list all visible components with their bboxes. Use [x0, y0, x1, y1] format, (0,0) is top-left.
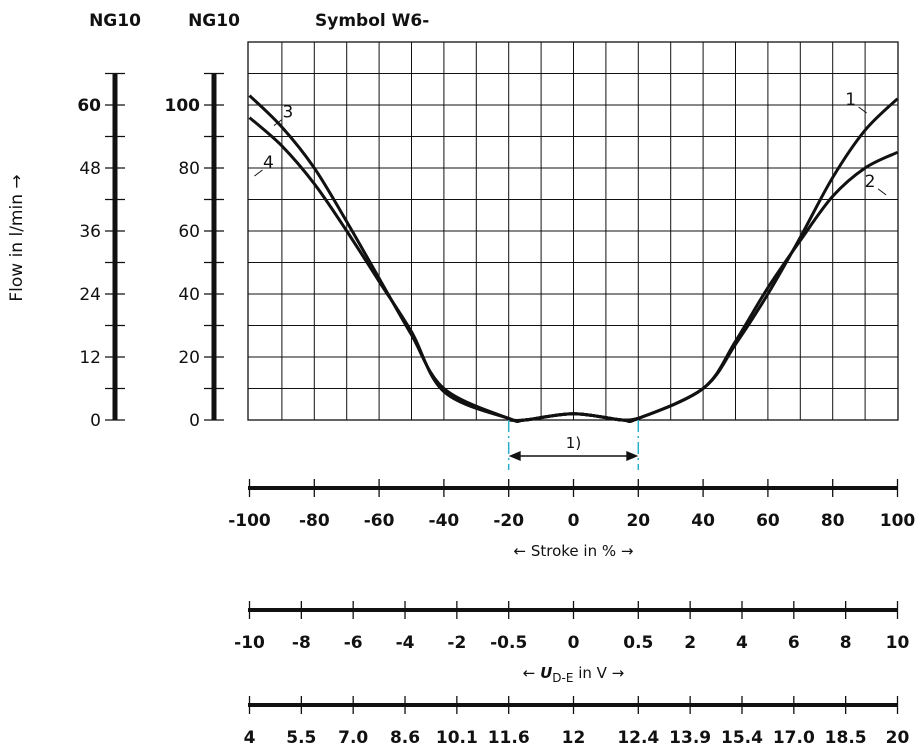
annotation-label: 1) [566, 434, 581, 452]
series-label-leader [254, 169, 263, 177]
scale-label: -0.5 [490, 633, 527, 653]
scale-label: -4 [396, 633, 415, 653]
axis-tick-label: 80 [178, 159, 200, 179]
caption-unit: in V → [573, 664, 624, 682]
scale-label: 10.1 [436, 728, 478, 748]
scale-label: 40 [691, 511, 715, 531]
series-label-leader [273, 119, 283, 126]
axis-tick-label: 40 [178, 285, 200, 305]
scale-label: 0 [568, 633, 580, 653]
axis-header: NG10 [89, 11, 141, 31]
scale-label: 2 [684, 633, 696, 653]
scale-label: 20 [626, 511, 650, 531]
series-label: 1 [845, 90, 856, 110]
scale-label: -8 [292, 633, 311, 653]
scale-label: 5.5 [286, 728, 316, 748]
scale-label: 8.6 [390, 728, 420, 748]
scale-label: 11.6 [488, 728, 530, 748]
scale-label: -100 [228, 511, 271, 531]
scale-label: -40 [429, 511, 460, 531]
axis-tick-label: 48 [79, 159, 101, 179]
scale-label: 15.4 [721, 728, 763, 748]
axis-tick-label: 0 [90, 411, 101, 431]
scale-label: 10 [886, 633, 910, 653]
scale-label: -60 [364, 511, 395, 531]
axis-tick-label: 0 [189, 411, 200, 431]
series-label-leader [877, 188, 887, 196]
axis-tick-label: 24 [79, 285, 101, 305]
y-axis-label: Flow in l/min → [7, 174, 27, 301]
scale-caption: ← UD-E in V → [523, 664, 625, 685]
scale-label: 17.0 [773, 728, 815, 748]
scale-label: 13.9 [669, 728, 711, 748]
scale-label: 8 [840, 633, 852, 653]
scale-label: 100 [880, 511, 916, 531]
axis-tick-label: 60 [77, 96, 101, 116]
chart-title: Symbol W6- [315, 11, 429, 31]
annotation-arrowhead [508, 451, 521, 461]
series-label: 3 [282, 103, 293, 123]
scale-label: 0 [568, 511, 580, 531]
scale-label: 12 [562, 728, 586, 748]
series-line-4 [248, 116, 639, 423]
scale-label: 12.4 [617, 728, 659, 748]
axis-tick-label: 12 [79, 348, 101, 368]
scale-label: -10 [234, 633, 265, 653]
axis-tick-label: 60 [178, 222, 200, 242]
series-label: 2 [865, 172, 876, 192]
scale-label: -20 [493, 511, 524, 531]
caption-subscript: D-E [552, 671, 573, 685]
scale-label: -80 [299, 511, 330, 531]
scale-label: -2 [447, 633, 466, 653]
scale-caption: ← Stroke in % → [514, 542, 634, 560]
scale-label: 4 [244, 728, 256, 748]
scale-label: -6 [344, 633, 363, 653]
scale-label: 18.5 [825, 728, 867, 748]
scale-label: 20 [886, 728, 910, 748]
axis-tick-label: 20 [178, 348, 200, 368]
scale-label: 80 [821, 511, 845, 531]
scale-label: 4 [736, 633, 748, 653]
axis-tick-label: 100 [165, 96, 201, 116]
axis-tick-label: 36 [79, 222, 101, 242]
scale-label: 7.0 [338, 728, 368, 748]
axis-header: NG10 [188, 11, 240, 31]
caption-symbol: U [540, 664, 552, 682]
series-label: 4 [263, 153, 274, 173]
scale-label: 60 [756, 511, 780, 531]
series-label-leader [858, 106, 867, 114]
scale-label: 0.5 [623, 633, 653, 653]
caption-arrow-left: ← [523, 664, 540, 682]
annotation-arrowhead [626, 451, 639, 461]
scale-label: 6 [788, 633, 800, 653]
